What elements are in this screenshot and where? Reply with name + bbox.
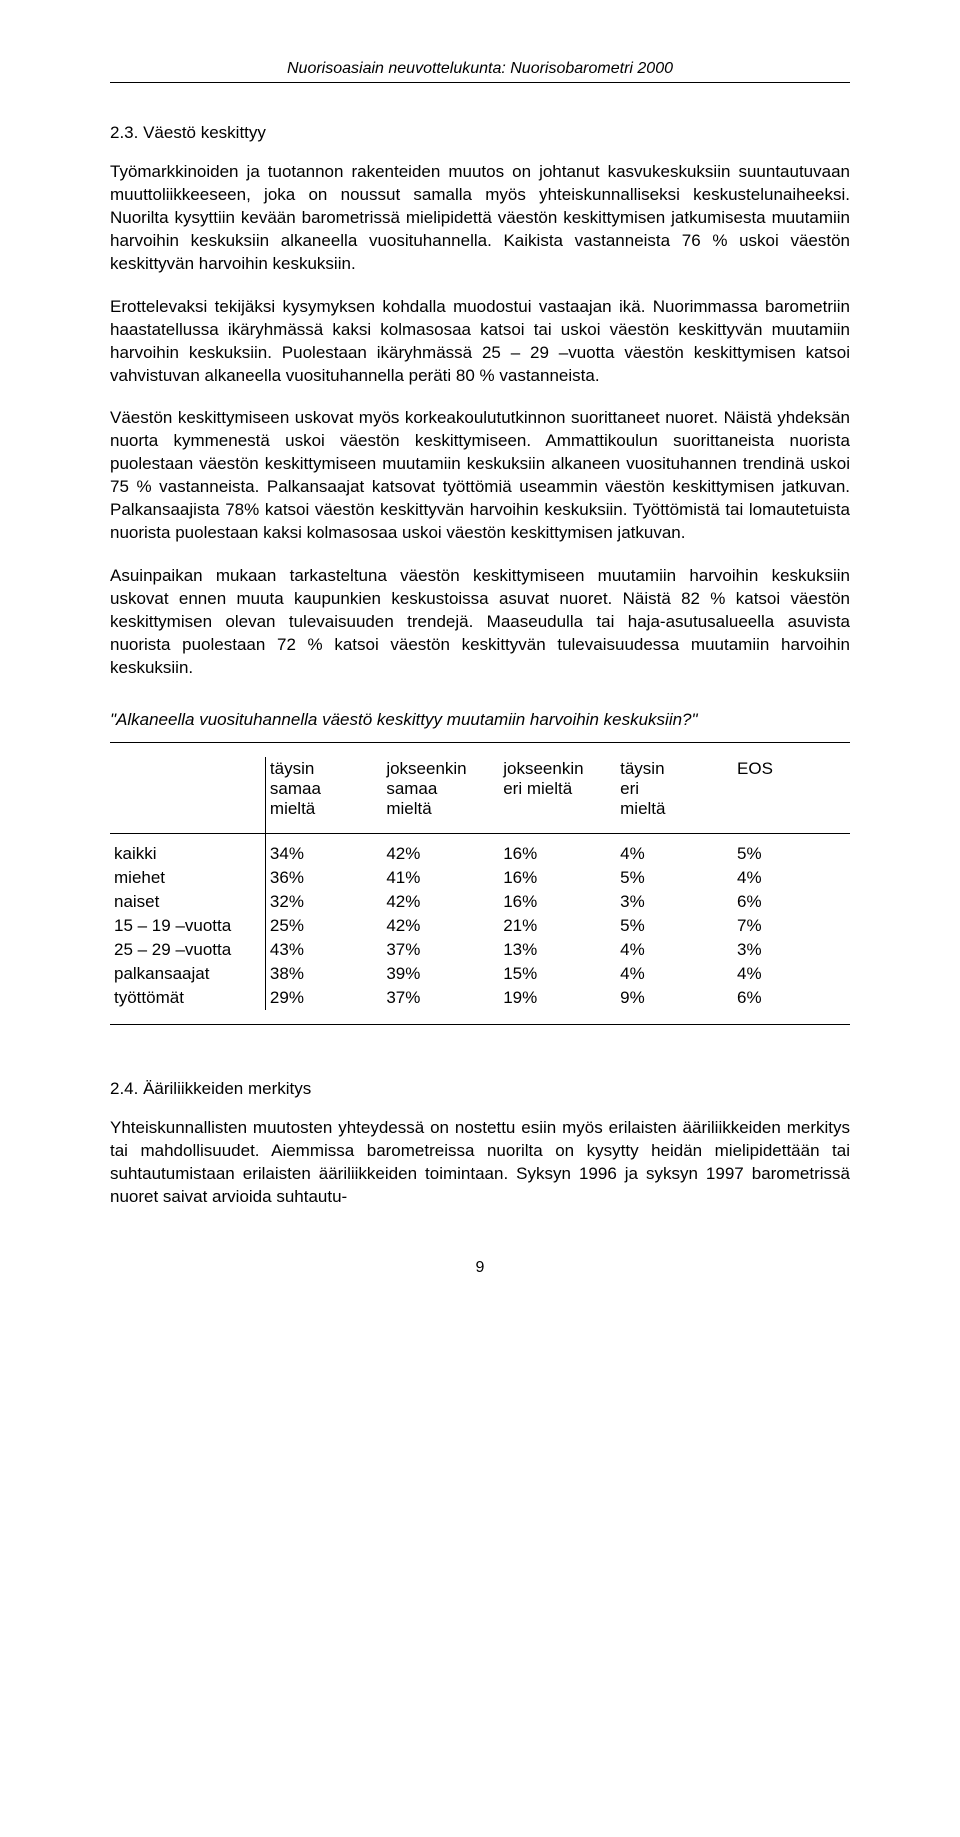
table-cell: 16% xyxy=(499,833,616,866)
section-heading-2-3: 2.3. Väestö keskittyy xyxy=(110,123,850,143)
table-cell: 7% xyxy=(733,914,850,938)
paragraph: Erottelevaksi tekijäksi kysymyksen kohda… xyxy=(110,296,850,388)
col-header-label: täysinerimieltä xyxy=(620,759,665,818)
col-header: jokseenkinsamaamieltä xyxy=(382,757,499,834)
table-cell: 9% xyxy=(616,986,733,1010)
table-cell: 4% xyxy=(616,962,733,986)
paragraph: Väestön keskittymiseen uskovat myös kork… xyxy=(110,407,850,545)
table-cell: 36% xyxy=(265,866,382,890)
paragraph: Työmarkkinoiden ja tuotannon rakenteiden… xyxy=(110,161,850,276)
row-label: työttömät xyxy=(110,986,265,1010)
col-header-label: jokseenkineri mieltä xyxy=(503,759,583,798)
table-cell: 21% xyxy=(499,914,616,938)
table-cell: 4% xyxy=(733,866,850,890)
table-cell: 5% xyxy=(616,914,733,938)
table-cell: 6% xyxy=(733,986,850,1010)
spacer xyxy=(110,1039,850,1079)
table-cell: 4% xyxy=(616,833,733,866)
table-cell: 19% xyxy=(499,986,616,1010)
table-cell: 15% xyxy=(499,962,616,986)
table-cell: 4% xyxy=(733,962,850,986)
row-label: miehet xyxy=(110,866,265,890)
table-row: kaikki 34% 42% 16% 4% 5% xyxy=(110,833,850,866)
table-cell: 5% xyxy=(616,866,733,890)
table-corner xyxy=(110,757,265,834)
row-label: naiset xyxy=(110,890,265,914)
table-cell: 16% xyxy=(499,890,616,914)
paragraph: Yhteiskunnallisten muutosten yhteydessä … xyxy=(110,1117,850,1209)
row-label: kaikki xyxy=(110,833,265,866)
table-cell: 41% xyxy=(382,866,499,890)
row-label: 25 – 29 –vuotta xyxy=(110,938,265,962)
table-cell: 5% xyxy=(733,833,850,866)
table-cell: 16% xyxy=(499,866,616,890)
table-cell: 42% xyxy=(382,914,499,938)
col-header-label: jokseenkinsamaamieltä xyxy=(386,759,466,818)
col-header: täysinsamaamieltä xyxy=(265,757,382,834)
table-cell: 29% xyxy=(265,986,382,1010)
table-question: "Alkaneella vuosituhannella väestö keski… xyxy=(110,710,850,730)
table-header-row: täysinsamaamieltä jokseenkinsamaamieltä … xyxy=(110,757,850,834)
col-header: jokseenkineri mieltä xyxy=(499,757,616,834)
table-cell: 39% xyxy=(382,962,499,986)
table-row: työttömät 29% 37% 19% 9% 6% xyxy=(110,986,850,1010)
table-row: palkansaajat 38% 39% 15% 4% 4% xyxy=(110,962,850,986)
table-cell: 25% xyxy=(265,914,382,938)
table-cell: 3% xyxy=(616,890,733,914)
table-row: naiset 32% 42% 16% 3% 6% xyxy=(110,890,850,914)
col-header-label: EOS xyxy=(737,759,773,778)
table-cell: 32% xyxy=(265,890,382,914)
table-cell: 43% xyxy=(265,938,382,962)
table-cell: 42% xyxy=(382,890,499,914)
table-cell: 3% xyxy=(733,938,850,962)
table-cell: 4% xyxy=(616,938,733,962)
table-top-rule xyxy=(110,742,850,743)
row-label: 15 – 19 –vuotta xyxy=(110,914,265,938)
col-header: EOS xyxy=(733,757,850,834)
table-bottom-rule xyxy=(110,1024,850,1025)
table-cell: 6% xyxy=(733,890,850,914)
table-row: 25 – 29 –vuotta 43% 37% 13% 4% 3% xyxy=(110,938,850,962)
page: Nuorisoasiain neuvottelukunta: Nuorisoba… xyxy=(0,0,960,1317)
page-header: Nuorisoasiain neuvottelukunta: Nuorisoba… xyxy=(110,60,850,83)
table-cell: 38% xyxy=(265,962,382,986)
section-heading-2-4: 2.4. Ääriliikkeiden merkitys xyxy=(110,1079,850,1099)
table-cell: 13% xyxy=(499,938,616,962)
results-table: täysinsamaamieltä jokseenkinsamaamieltä … xyxy=(110,757,850,1010)
table-row: miehet 36% 41% 16% 5% 4% xyxy=(110,866,850,890)
row-label: palkansaajat xyxy=(110,962,265,986)
paragraph: Asuinpaikan mukaan tarkasteltuna väestön… xyxy=(110,565,850,680)
table-body: kaikki 34% 42% 16% 4% 5% miehet 36% 41% … xyxy=(110,833,850,1010)
col-header: täysinerimieltä xyxy=(616,757,733,834)
table-cell: 42% xyxy=(382,833,499,866)
table-cell: 37% xyxy=(382,986,499,1010)
page-number: 9 xyxy=(110,1259,850,1277)
table-cell: 34% xyxy=(265,833,382,866)
table-cell: 37% xyxy=(382,938,499,962)
col-header-label: täysinsamaamieltä xyxy=(270,759,321,818)
table-row: 15 – 19 –vuotta 25% 42% 21% 5% 7% xyxy=(110,914,850,938)
